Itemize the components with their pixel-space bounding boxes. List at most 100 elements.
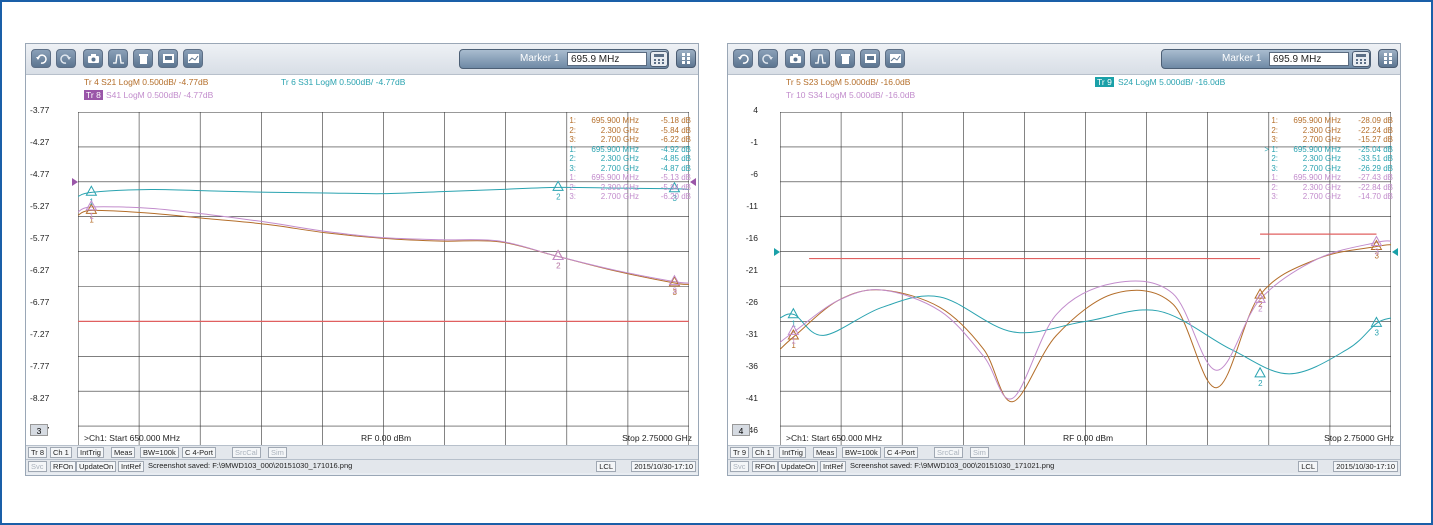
marker-selector[interactable]: Marker 1 695.9 MHz [1161,49,1371,69]
reference-arrow-right[interactable] [690,177,696,186]
y-tick-label: -41 [745,393,758,403]
status-item: IntRef [118,461,145,472]
start-frequency: >Ch1: Start 650.000 MHz [84,433,181,443]
trace-label[interactable]: S41 LogM 0.500dB/ -4.77dB [106,90,214,100]
marker-frequency: 695.900 MHz [591,144,639,154]
trash-button[interactable] [835,49,855,68]
marker-index: 3: [569,135,576,144]
trace-label[interactable]: Tr 5 S23 LogM 5.000dB/ -16.0dB [786,77,911,87]
undo-button[interactable] [31,49,51,68]
marker-number: 3 [672,287,677,296]
channel-number[interactable]: 4 [732,424,750,436]
status-item[interactable]: SrcCal [934,447,963,458]
marker-index: 1: [569,173,576,182]
marker-number: 3 [672,288,677,297]
status-item[interactable]: C 4-Port [182,447,216,458]
waveform-button[interactable] [810,49,830,68]
status-bar: Svc RFOn UpdateOn IntRef Screenshot saved: F… [728,459,1400,473]
marker-number: 2 [556,261,561,270]
status-item[interactable]: C 4-Port [884,447,918,458]
y-tick-label: -36 [745,361,758,371]
redo-button[interactable] [758,49,778,68]
redo-button[interactable] [56,49,76,68]
display-button[interactable] [885,49,905,68]
marker-index: 3: [1271,163,1278,173]
marker-value: -22.24 dB [1358,125,1393,135]
marker-value: -5.18 dB [660,116,691,125]
status-item[interactable]: Tr 8 [28,447,48,458]
reference-arrow-left[interactable] [774,247,780,256]
window-button[interactable] [860,49,880,68]
trace-label[interactable]: Tr 6 S31 LogM 0.500dB/ -4.77dB [281,77,406,87]
menu-button[interactable] [676,49,696,68]
marker-value: -6.22 dB [660,135,691,144]
window-button[interactable] [158,49,178,68]
marker-frequency: 695.900 MHz [1293,144,1341,154]
plot-area [728,75,1400,450]
trace-s24 [780,295,1391,375]
status-item[interactable]: IntTrig [77,447,104,458]
status-item: UpdateOn [778,461,819,472]
display-icon [187,53,200,64]
status-item: IntRef [820,461,847,472]
trace-label[interactable]: Tr 4 S21 LogM 0.500dB/ -4.77dB [84,77,209,87]
trace-s41 [78,206,689,284]
status-item[interactable]: Ch 1 [50,447,72,458]
y-tick-label: -6.77 [30,297,50,307]
trace-label[interactable]: Tr 8 [84,90,103,100]
trace-label[interactable]: Tr 10 S34 LogM 5.000dB/ -16.0dB [786,90,916,100]
status-item: Svc [730,461,749,472]
status-item[interactable]: BW=100k [842,447,881,458]
toolbar: Marker 1 695.9 MHz [728,44,1400,75]
y-tick-label: -6 [750,169,758,179]
marker-value-field[interactable]: 695.9 MHz [567,52,647,66]
status-item: Screenshot saved: F:\9MWD103_000\2015103… [148,461,353,470]
marker-triangle [1254,366,1266,378]
menu-button[interactable] [1378,49,1398,68]
marker-value: -4.92 dB [660,144,691,154]
status-item[interactable]: Sim [268,447,287,458]
channel-number[interactable]: 3 [30,424,48,436]
display-button[interactable] [183,49,203,68]
camera-button[interactable] [785,49,805,68]
camera-button[interactable] [83,49,103,68]
calculator-icon[interactable] [650,51,668,67]
waveform-button[interactable] [108,49,128,68]
status-item[interactable]: Meas [111,447,136,458]
status-item[interactable]: IntTrig [779,447,806,458]
marker-frequency: 2.300 GHz [1302,182,1341,192]
calculator-icon[interactable] [1352,51,1370,67]
stop-frequency: Stop 2.75000 GHz [1324,433,1394,443]
status-item[interactable]: Tr 9 [730,447,750,458]
trace-label[interactable]: Tr 9 [1095,77,1114,87]
marker-frequency: 2.700 GHz [1302,135,1341,144]
status-item[interactable]: Ch 1 [752,447,774,458]
status-item[interactable]: SrcCal [232,447,261,458]
reference-arrow-left[interactable] [72,177,78,186]
trash-icon [840,53,851,65]
status-item[interactable]: Sim [970,447,989,458]
marker-number: 2 [1258,379,1263,388]
status-item: RFOn [752,461,779,472]
undo-button[interactable] [733,49,753,68]
trace-label[interactable]: S24 LogM 5.000dB/ -16.0dB [1118,77,1226,87]
marker-frequency: 2.700 GHz [1302,163,1341,173]
marker-triangle [85,185,98,196]
y-tick-label: -31 [745,329,758,339]
marker-selector[interactable]: Marker 1 695.9 MHz [459,49,669,69]
marker-triangle [1254,292,1266,303]
y-tick-label: 4 [753,105,758,115]
marker-value-field[interactable]: 695.9 MHz [1269,52,1349,66]
status-item[interactable]: BW=100k [140,447,179,458]
reference-arrow-right[interactable] [1392,247,1398,256]
marker-triangle [85,199,98,211]
status-item: Screenshot saved: F:\9MWD103_000\2015103… [850,461,1055,470]
trash-button[interactable] [133,49,153,68]
status-item[interactable]: Meas [813,447,838,458]
marker-value: -33.51 dB [1358,154,1393,163]
marker-triangle [668,274,681,286]
window-icon [162,53,175,64]
plot-area [26,75,698,450]
